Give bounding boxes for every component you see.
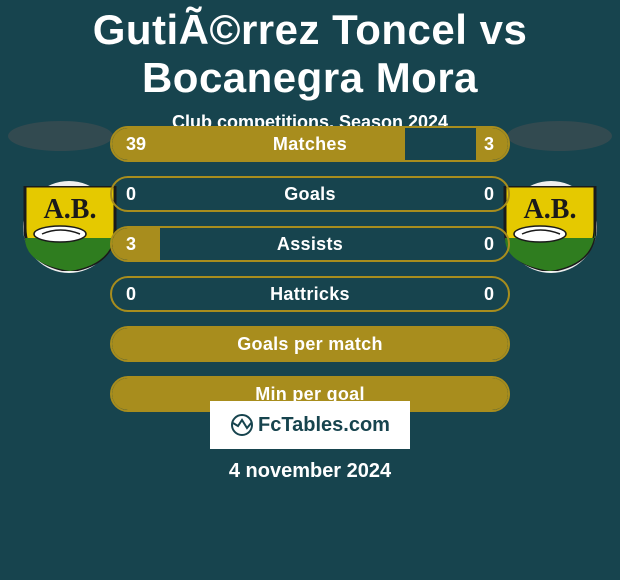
stat-label: Hattricks: [186, 284, 434, 305]
stat-value-left: 39: [112, 134, 186, 155]
stat-pill: 0Hattricks0: [110, 276, 510, 312]
stat-pill: 3Assists0: [110, 226, 510, 262]
stat-pill: 0Goals0: [110, 176, 510, 212]
stat-label: Matches: [186, 134, 434, 155]
comparison-card: GutiÃ©rrez Toncel vs Bocanegra Mora Club…: [0, 6, 620, 580]
player-right-silhouette: [507, 121, 612, 151]
fctables-watermark[interactable]: FcTables.com: [210, 401, 410, 449]
fctables-label: FcTables.com: [258, 414, 390, 437]
stat-label: Assists: [186, 234, 434, 255]
stat-label: Min per goal: [186, 384, 434, 405]
stat-value-right: 0: [434, 184, 508, 205]
page-title: GutiÃ©rrez Toncel vs Bocanegra Mora: [0, 6, 620, 102]
stat-value-right: 3: [434, 134, 508, 155]
stat-pill: 39Matches3: [110, 126, 510, 162]
club-badge-left: A.B.: [20, 186, 120, 271]
svg-text:A.B.: A.B.: [44, 194, 97, 225]
stat-value-left: 0: [112, 284, 186, 305]
player-left-silhouette: [8, 121, 113, 151]
stat-value-right: 0: [434, 234, 508, 255]
svg-text:A.B.: A.B.: [524, 194, 577, 225]
stat-value-left: 3: [112, 234, 186, 255]
stat-value-right: 0: [434, 284, 508, 305]
stat-label: Goals per match: [186, 334, 434, 355]
stat-value-left: 0: [112, 184, 186, 205]
stat-label: Goals: [186, 184, 434, 205]
fctables-icon: [230, 413, 254, 437]
stat-pill-list: 39Matches30Goals03Assists00Hattricks0Goa…: [110, 126, 510, 426]
club-badge-right: A.B.: [500, 186, 600, 271]
date-label: 4 november 2024: [0, 460, 620, 483]
stat-pill: Goals per match: [110, 326, 510, 362]
